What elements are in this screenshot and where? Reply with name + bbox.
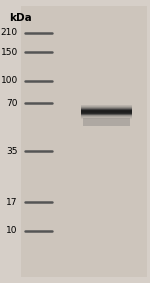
Text: 10: 10 <box>6 226 18 235</box>
Text: 150: 150 <box>1 48 18 57</box>
FancyBboxPatch shape <box>81 115 132 116</box>
FancyBboxPatch shape <box>81 112 132 113</box>
Text: 100: 100 <box>1 76 18 85</box>
Text: kDa: kDa <box>9 13 32 23</box>
FancyBboxPatch shape <box>81 108 132 109</box>
FancyBboxPatch shape <box>81 106 132 107</box>
FancyBboxPatch shape <box>81 105 132 106</box>
Text: 70: 70 <box>6 99 18 108</box>
Text: 35: 35 <box>6 147 18 156</box>
FancyBboxPatch shape <box>81 116 132 117</box>
FancyBboxPatch shape <box>83 118 130 126</box>
FancyBboxPatch shape <box>81 118 132 119</box>
FancyBboxPatch shape <box>81 117 132 118</box>
FancyBboxPatch shape <box>81 111 132 112</box>
Text: 210: 210 <box>1 28 18 37</box>
FancyBboxPatch shape <box>81 113 132 114</box>
FancyBboxPatch shape <box>81 109 132 110</box>
FancyBboxPatch shape <box>21 6 147 277</box>
FancyBboxPatch shape <box>81 107 132 108</box>
FancyBboxPatch shape <box>81 114 132 115</box>
FancyBboxPatch shape <box>81 110 132 111</box>
Text: 17: 17 <box>6 198 18 207</box>
